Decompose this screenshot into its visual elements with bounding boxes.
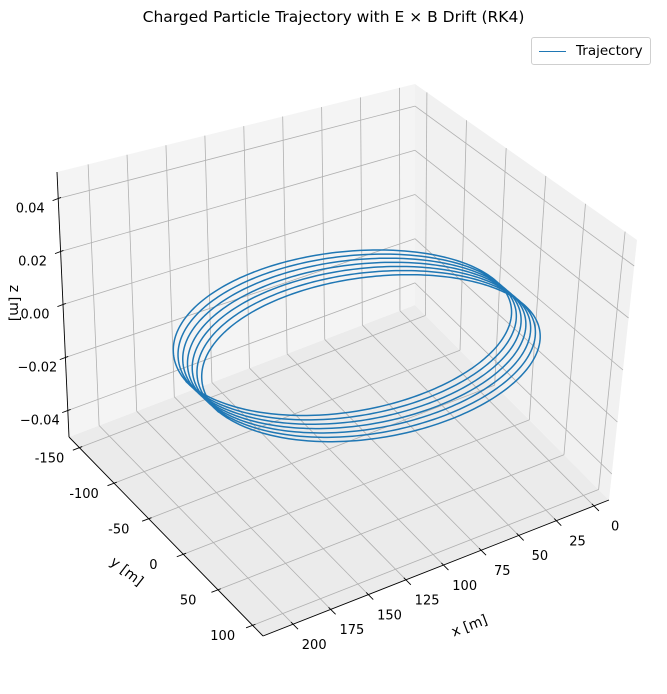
grid-line-z-wall-yz [414, 105, 635, 267]
y-axis-label: y [m] [107, 554, 146, 590]
x-tick-tick [290, 621, 299, 630]
grid-line-z-wall-yz [414, 194, 624, 371]
y-tick-label: -100 [69, 487, 99, 502]
z-tick-tick [59, 356, 69, 361]
grid-line-x-floor [249, 367, 444, 566]
x-tick-label: 100 [452, 579, 477, 594]
z-tick-tick [52, 197, 62, 202]
grid-line-x-floor [362, 324, 557, 521]
x-tick-label: 50 [532, 549, 549, 564]
back-wall-xz-pane [57, 84, 415, 437]
y-tick-label: 0 [149, 558, 157, 573]
x-tick-tick [441, 562, 449, 571]
z-tick-label: −0.02 [17, 361, 57, 376]
y-tick-label: 50 [180, 594, 197, 609]
series-trajectory-line [172, 249, 541, 443]
x-axis-line [262, 499, 610, 637]
x-tick-label: 125 [415, 594, 440, 609]
y-tick-label: 100 [210, 629, 235, 644]
legend: Trajectory [531, 37, 651, 65]
grid-line-x-floor [98, 425, 294, 625]
x-tick-tick [403, 577, 412, 586]
grid-line-x-floor [399, 310, 595, 507]
y-tick-tick [107, 481, 117, 487]
grid-line-y-floor [252, 489, 599, 626]
z-tick-label: 0.02 [18, 255, 47, 270]
grid-line-z-wall-xz [62, 194, 416, 305]
grid-line-y-floor [217, 454, 565, 591]
y-tick-tick [72, 446, 83, 451]
y-tick-tick [211, 588, 221, 593]
x-tick-label: 200 [302, 638, 327, 653]
x-tick-label: 150 [377, 608, 402, 623]
x-tick-label: 75 [494, 564, 511, 579]
z-tick-tick [62, 409, 71, 414]
grid-line-x-floor [136, 410, 331, 610]
z-tick-label: 0.00 [21, 308, 50, 323]
grid-line-x-floor [286, 353, 482, 551]
grid-line-y-floor [113, 349, 461, 484]
z-tick-tick [54, 250, 64, 255]
z-tick-label: −0.04 [20, 414, 60, 429]
grid-line-z-wall-yz [414, 149, 629, 319]
grid-line-x-floor [324, 339, 520, 536]
legend-swatch-trajectory [539, 51, 566, 52]
legend-label-trajectory: Trajectory [576, 43, 643, 59]
x-tick-tick [553, 518, 562, 526]
chart-title: Charged Particle Trajectory with E × B D… [142, 8, 525, 26]
x-tick-tick [478, 547, 487, 556]
grid-line-x-floor [174, 396, 369, 595]
z-axis-label: z [m] [6, 285, 22, 321]
grid-line-z-wall-xz [58, 105, 416, 199]
y-tick-tick [245, 623, 256, 629]
grid-line-z-wall-xz [60, 149, 416, 252]
z-tick-label: 0.04 [16, 202, 45, 217]
back-wall-yz-pane [415, 84, 637, 500]
x-tick-label: 0 [611, 520, 619, 535]
grid-line-z-wall-yz [414, 282, 613, 475]
series-group [172, 249, 541, 443]
grid-line-z-wall-xz [67, 282, 416, 411]
y-tick-tick [141, 517, 152, 522]
x-tick-tick [328, 606, 336, 615]
grid-line-y-floor [183, 419, 530, 555]
y-tick-label: -50 [108, 523, 129, 538]
y-tick-label: -150 [35, 452, 65, 467]
x-tick-tick [516, 533, 524, 541]
axis-panes [57, 84, 637, 636]
z-tick-tick [57, 303, 66, 308]
grid-line-y-floor [148, 384, 495, 520]
x-tick-tick [365, 592, 374, 600]
tick-marks [52, 197, 600, 630]
x-tick-tick [591, 503, 600, 512]
y-axis-line [68, 436, 264, 637]
grid-line-z-wall-yz [414, 238, 618, 423]
tick-labels: 0 25 50 75 100 125 150 175 200 -150 -100 -50 0 50 100 −… [16, 202, 620, 653]
x-tick-label: 175 [339, 623, 364, 638]
grid-line-y-floor [79, 315, 426, 449]
x-axis-label: x [m] [449, 612, 490, 640]
x-tick-label: 25 [569, 535, 586, 550]
y-tick-tick [176, 552, 187, 558]
